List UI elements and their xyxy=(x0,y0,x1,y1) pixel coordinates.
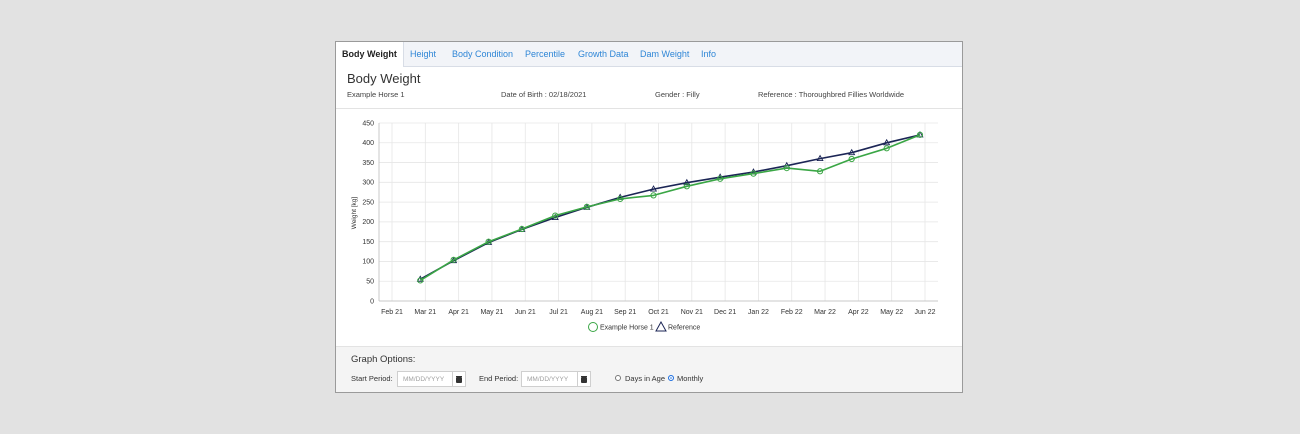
tab-growth-data[interactable]: Growth Data xyxy=(578,49,629,59)
calendar-icon-body xyxy=(581,377,587,383)
x-tick-label: Mar 22 xyxy=(814,309,836,316)
calendar-icon-body xyxy=(456,377,462,383)
monthly-radio[interactable] xyxy=(668,375,674,381)
x-tick-label: Jan 22 xyxy=(748,309,769,316)
end-period-input[interactable] xyxy=(521,371,578,387)
monthly-label: Monthly xyxy=(677,374,704,383)
y-tick-label: 450 xyxy=(362,120,374,127)
y-tick-label: 200 xyxy=(362,219,374,226)
data-point-reference xyxy=(916,130,924,138)
data-point-reference xyxy=(883,138,891,146)
tab-bar: Body Weight Height Body Condition Percen… xyxy=(336,42,962,67)
reference-info: Reference : Thoroughbred Fillies Worldwi… xyxy=(758,90,905,99)
x-tick-label: Apr 21 xyxy=(448,309,469,316)
data-point-reference xyxy=(683,178,691,186)
data-point-example-horse-1 xyxy=(783,164,790,172)
chart-series xyxy=(416,130,924,284)
legend-marker-reference xyxy=(655,320,667,332)
y-tick-label: 50 xyxy=(366,279,374,286)
days-in-age-radio[interactable] xyxy=(615,375,621,381)
data-point-example-horse-1 xyxy=(683,183,690,190)
y-tick-label: 100 xyxy=(362,259,374,266)
weight-chart: 0 50 100 150 200 250 300 350 400 450 Feb 21 Mar 21… xyxy=(351,120,938,332)
x-tick-label: Jun 21 xyxy=(515,309,536,316)
chart-legend: Example Horse 1 Reference xyxy=(588,320,700,332)
data-point-reference xyxy=(551,213,559,220)
data-point-example-horse-1 xyxy=(848,155,855,163)
y-tick-label: 0 xyxy=(370,298,374,305)
x-tick-label: Feb 22 xyxy=(781,309,803,316)
data-point-example-horse-1 xyxy=(717,175,724,182)
legend-marker-example-horse-1 xyxy=(588,322,598,332)
data-point-example-horse-1 xyxy=(650,192,657,199)
y-tick-label: 250 xyxy=(362,199,374,206)
legend-label-reference: Reference xyxy=(668,325,700,332)
tab-dam-weight[interactable]: Dam Weight xyxy=(640,49,690,59)
y-axis-label: Weight [kg] xyxy=(351,197,358,230)
data-point-reference xyxy=(649,185,658,192)
start-period-input[interactable] xyxy=(397,371,453,387)
legend-label-example-horse-1: Example Horse 1 xyxy=(600,325,654,332)
chart-grid xyxy=(379,122,938,302)
horse-name: Example Horse 1 xyxy=(347,90,405,99)
y-tick-label: 150 xyxy=(362,239,374,246)
x-tick-labels: Feb 21 Mar 21 Apr 21 May 21 Jun 21 Jul 21 Aug … xyxy=(381,309,936,316)
x-tick-label: Apr 22 xyxy=(848,309,869,316)
tab-info[interactable]: Info xyxy=(701,49,717,59)
divider xyxy=(336,108,962,109)
graph-options: Graph Options: Start Period: End Period:… xyxy=(336,346,962,392)
data-point-example-horse-1 xyxy=(916,131,924,138)
tab-body-weight[interactable]: Body Weight xyxy=(336,42,404,67)
x-tick-label: Mar 21 xyxy=(414,309,436,316)
data-point-reference xyxy=(816,154,824,162)
data-point-example-horse-1 xyxy=(518,225,526,233)
y-tick-label: 400 xyxy=(362,140,374,147)
data-point-example-horse-1 xyxy=(816,168,824,175)
x-tick-label: Jul 21 xyxy=(549,309,568,316)
y-tick-labels: 0 50 100 150 200 250 300 350 400 450 xyxy=(362,120,374,305)
days-in-age-label: Days in Age xyxy=(625,374,666,383)
end-period-label: End Period: xyxy=(479,374,519,383)
x-tick-label: Nov 21 xyxy=(681,309,703,316)
data-point-example-horse-1 xyxy=(583,203,590,210)
x-tick-label: Jun 22 xyxy=(914,309,935,316)
tab-percentile[interactable]: Percentile xyxy=(525,49,566,59)
page-title: Body Weight xyxy=(347,71,421,86)
body-weight-panel: Body Weight Height Body Condition Percen… xyxy=(335,41,963,393)
x-tick-label: Sep 21 xyxy=(614,309,636,316)
series-line-example-horse-1 xyxy=(419,134,921,282)
start-period-label: Start Period: xyxy=(351,374,393,383)
data-point-example-horse-1 xyxy=(417,277,424,284)
data-point-example-horse-1 xyxy=(450,256,457,263)
series-line-reference xyxy=(419,134,921,280)
data-point-example-horse-1 xyxy=(883,145,890,152)
graph-options-title: Graph Options: xyxy=(351,354,416,365)
data-point-example-horse-1 xyxy=(750,170,757,177)
chart-axes xyxy=(378,123,938,302)
start-calendar-button[interactable] xyxy=(453,371,466,387)
x-tick-label: Dec 21 xyxy=(714,309,736,316)
y-tick-label: 350 xyxy=(362,160,374,167)
data-point-reference xyxy=(848,148,856,156)
x-tick-label: Feb 21 xyxy=(381,309,403,316)
x-tick-label: May 21 xyxy=(480,309,503,316)
date-of-birth: Date of Birth : 02/18/2021 xyxy=(501,90,587,99)
end-calendar-button[interactable] xyxy=(578,371,591,387)
calendar-icon xyxy=(456,376,462,377)
data-point-example-horse-1 xyxy=(552,212,559,219)
data-point-example-horse-1 xyxy=(485,238,492,245)
data-point-example-horse-1 xyxy=(617,195,624,203)
y-tick-label: 300 xyxy=(362,180,374,187)
calendar-icon xyxy=(581,376,587,377)
x-tick-label: Aug 21 xyxy=(581,309,603,316)
gender: Gender : Filly xyxy=(655,90,700,99)
tab-body-condition[interactable]: Body Condition xyxy=(452,49,514,59)
tab-height[interactable]: Height xyxy=(410,49,437,59)
x-tick-label: May 22 xyxy=(880,309,903,316)
x-tick-label: Oct 21 xyxy=(648,309,669,316)
